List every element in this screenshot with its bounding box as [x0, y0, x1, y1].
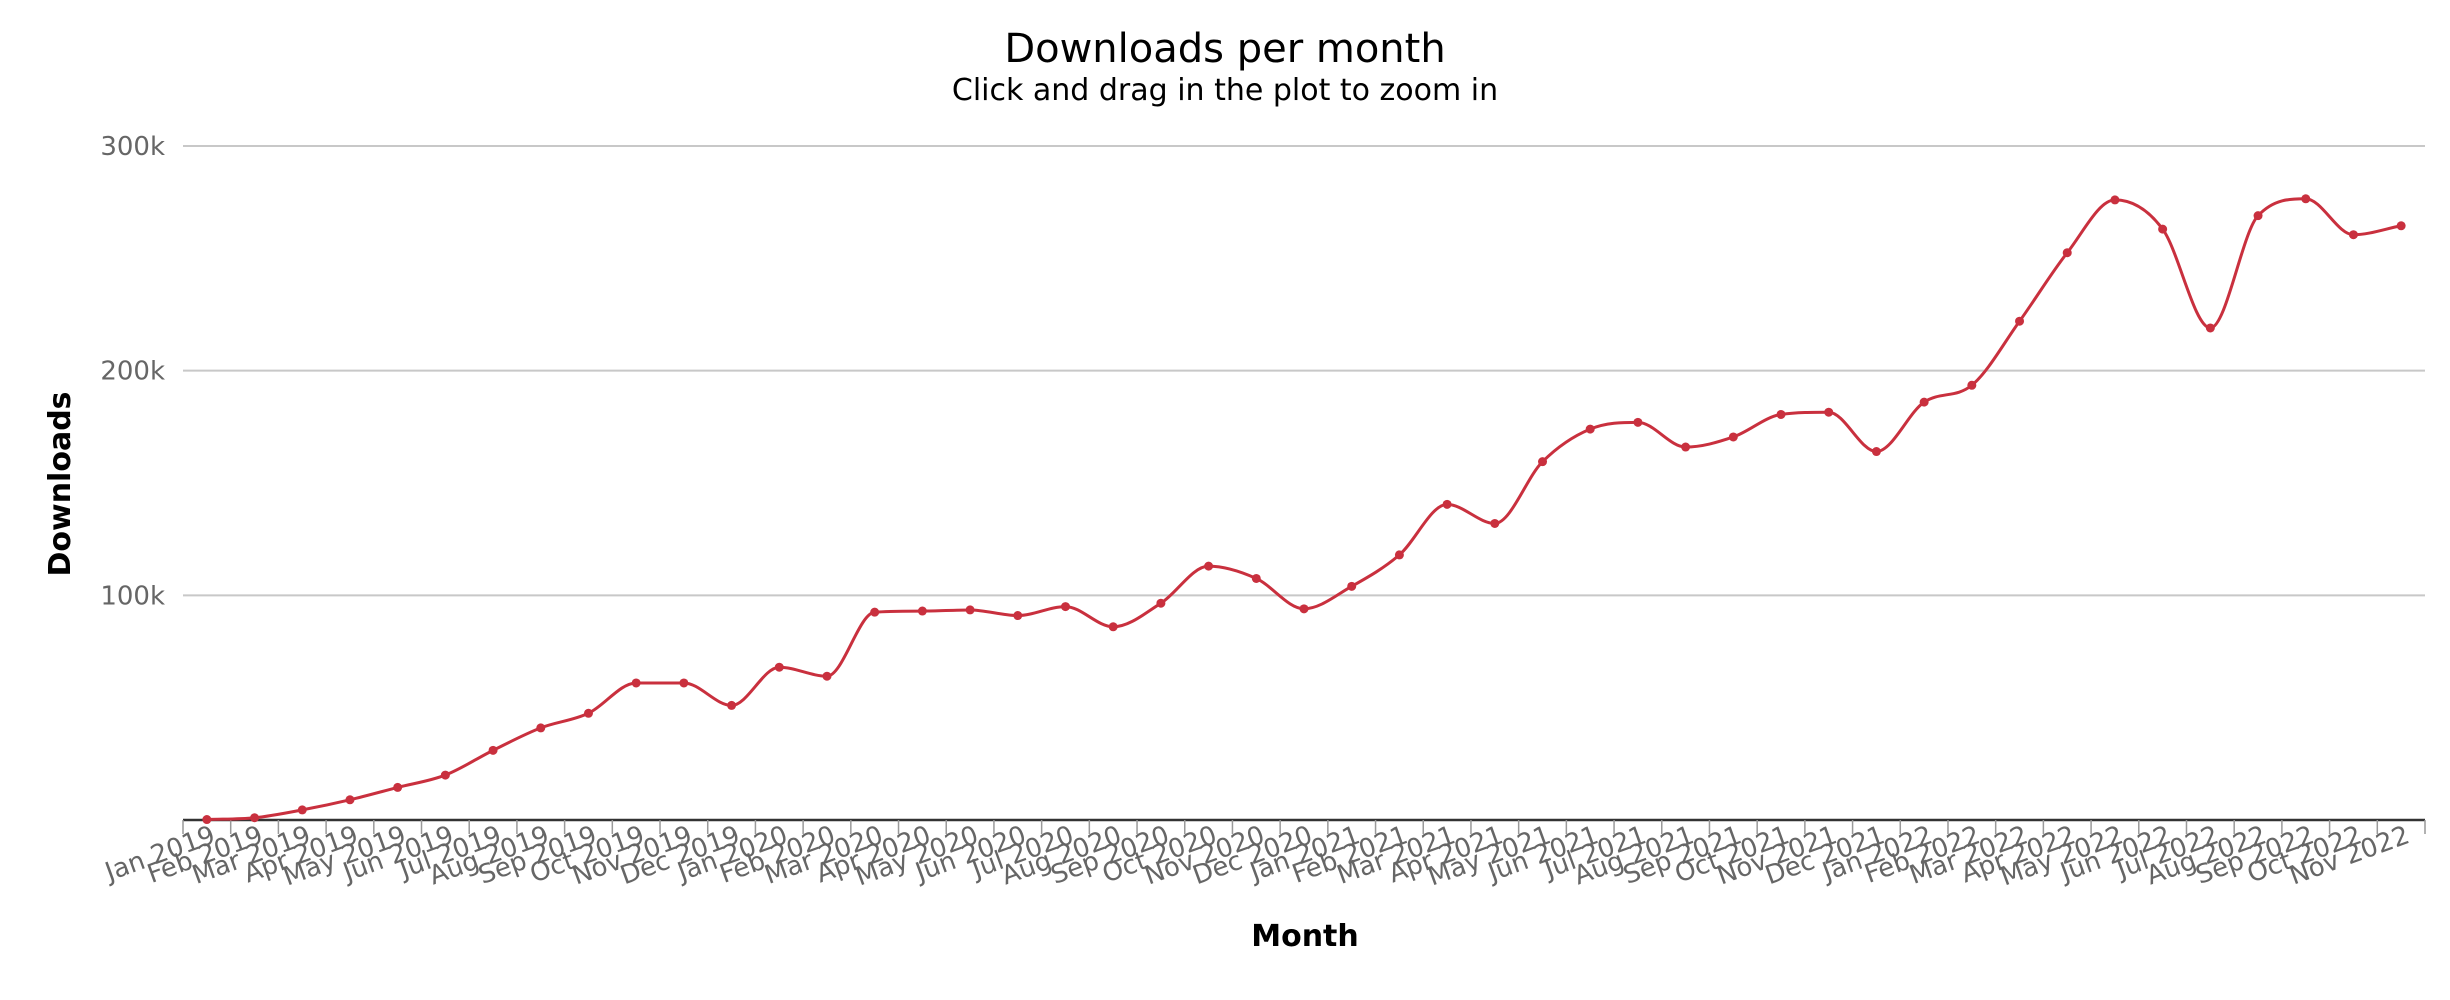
data-point[interactable]: [1347, 581, 1357, 591]
data-point[interactable]: [202, 815, 212, 825]
data-point[interactable]: [440, 770, 450, 780]
data-point[interactable]: [631, 678, 641, 688]
data-points[interactable]: [202, 194, 2406, 825]
data-point[interactable]: [583, 708, 593, 718]
data-point[interactable]: [2301, 194, 2311, 204]
y-axis-labels: 100k 200k 300k: [100, 132, 165, 611]
data-point[interactable]: [1442, 499, 1452, 509]
data-point[interactable]: [1633, 417, 1643, 427]
y-tick-label: 200k: [100, 357, 165, 387]
series-line[interactable]: [206, 197, 2402, 822]
chart-subtitle: Click and drag in the plot to zoom in: [952, 73, 1498, 108]
data-point[interactable]: [536, 723, 546, 733]
data-point[interactable]: [1967, 380, 1977, 390]
data-point[interactable]: [1728, 432, 1738, 442]
data-point[interactable]: [1871, 447, 1881, 457]
data-point[interactable]: [1585, 424, 1595, 434]
y-axis-title: Downloads: [43, 391, 78, 576]
data-point[interactable]: [870, 607, 880, 617]
data-point[interactable]: [1156, 598, 1166, 608]
data-point[interactable]: [965, 605, 975, 615]
data-point[interactable]: [2015, 316, 2025, 326]
data-point[interactable]: [1108, 622, 1118, 632]
data-point[interactable]: [2110, 195, 2120, 205]
data-point[interactable]: [2205, 323, 2215, 333]
data-point[interactable]: [1538, 457, 1548, 467]
data-point[interactable]: [917, 606, 927, 616]
data-point[interactable]: [774, 662, 784, 672]
x-axis-tick-marks: [182, 820, 2426, 834]
data-point[interactable]: [297, 805, 307, 815]
data-point[interactable]: [345, 795, 355, 805]
data-point[interactable]: [1251, 573, 1261, 583]
data-point[interactable]: [2062, 248, 2072, 258]
y-tick-label: 100k: [100, 581, 165, 611]
data-point[interactable]: [679, 678, 689, 688]
data-point[interactable]: [2348, 230, 2358, 240]
data-point[interactable]: [1824, 407, 1834, 417]
data-point[interactable]: [393, 782, 403, 792]
data-point[interactable]: [2253, 211, 2263, 221]
chart-title: Downloads per month: [1004, 26, 1445, 72]
gridlines: [183, 145, 2425, 597]
data-point[interactable]: [1776, 409, 1786, 419]
y-tick-label: 300k: [100, 132, 165, 162]
data-point[interactable]: [250, 813, 260, 823]
data-point[interactable]: [488, 745, 498, 755]
data-point[interactable]: [822, 671, 832, 681]
x-axis-title: Month: [1251, 919, 1359, 954]
data-point[interactable]: [1919, 397, 1929, 407]
data-point[interactable]: [1681, 442, 1691, 452]
data-point[interactable]: [1060, 602, 1070, 612]
data-point[interactable]: [2158, 224, 2168, 234]
data-point[interactable]: [1204, 561, 1214, 571]
data-point[interactable]: [2396, 221, 2406, 231]
data-point[interactable]: [1013, 611, 1023, 621]
data-point[interactable]: [727, 700, 737, 710]
data-point[interactable]: [1299, 604, 1309, 614]
data-point[interactable]: [1490, 518, 1500, 528]
data-point[interactable]: [1394, 550, 1404, 560]
